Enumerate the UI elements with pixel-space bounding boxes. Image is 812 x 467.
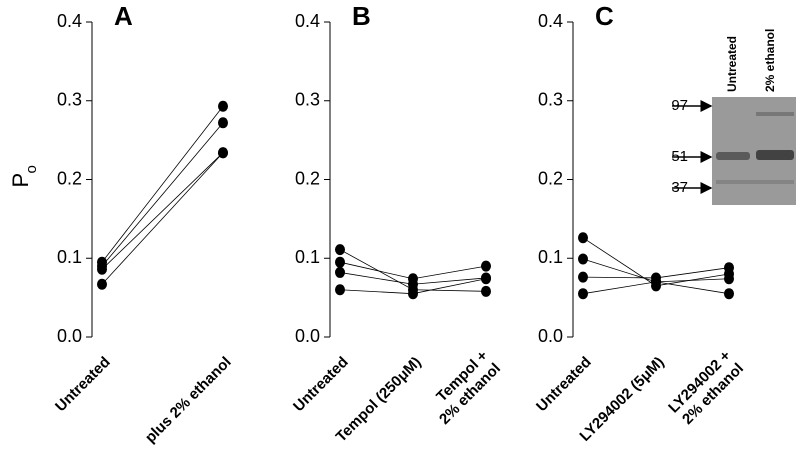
marker-label: 97: [671, 97, 688, 114]
panel-label: A: [114, 1, 133, 31]
series-line: [101, 122, 224, 267]
series-line: [101, 152, 224, 285]
data-point: [651, 276, 661, 288]
data-point: [481, 273, 491, 285]
data-point: [97, 263, 107, 275]
y-tick-label: 0.3: [295, 90, 320, 110]
y-tick-label: 0.4: [295, 11, 320, 31]
data-point: [578, 271, 588, 283]
data-point: [724, 288, 734, 300]
x-tick-label: Untreated: [533, 354, 595, 416]
x-tick-label: Untreated: [290, 354, 352, 416]
data-point: [724, 273, 734, 285]
data-point: [578, 288, 588, 300]
y-tick-label: 0.4: [538, 11, 563, 31]
y-tick-label: 0.2: [57, 168, 82, 188]
data-point: [724, 262, 734, 274]
lane-label: Untreated: [725, 36, 739, 92]
series-line: [101, 106, 224, 263]
data-point: [481, 260, 491, 272]
data-point: [335, 266, 345, 278]
data-point: [97, 278, 107, 290]
data-point: [578, 232, 588, 244]
y-tick-label: 0.1: [295, 247, 320, 267]
data-point: [335, 244, 345, 256]
data-point: [335, 284, 345, 296]
x-tick-label: LY294002 +2% ethanol: [665, 347, 747, 429]
data-point: [218, 117, 228, 129]
x-tick-label: Untreated: [52, 354, 114, 416]
y-label-subscript: o: [23, 165, 40, 173]
y-tick-label: 0.2: [295, 168, 320, 188]
y-tick-label: 0.2: [538, 168, 563, 188]
marker-label: 37: [671, 179, 688, 196]
data-point: [218, 100, 228, 112]
lane-label: 2% ethanol: [763, 29, 777, 92]
y-tick-label: 0.3: [538, 90, 563, 110]
western-blot: [672, 97, 796, 205]
data-point: [481, 285, 491, 297]
data-point: [578, 253, 588, 265]
y-tick-label: 0.1: [57, 247, 82, 267]
data-point: [408, 278, 418, 290]
x-tick-label: Tempol +2% ethanol: [423, 347, 504, 428]
y-tick-label: 0.3: [57, 90, 82, 110]
panel-label: B: [352, 1, 371, 31]
y-axis-label: Po: [8, 165, 40, 187]
data-point: [408, 288, 418, 300]
data-point: [218, 147, 228, 159]
y-label: P: [8, 173, 33, 188]
data-point: [335, 256, 345, 268]
panel-label: C: [595, 1, 614, 31]
series-line: [101, 152, 224, 270]
x-tick-label: plus 2% ethanol: [142, 354, 235, 447]
y-tick-label: 0.0: [295, 326, 320, 346]
y-tick-label: 0.4: [57, 11, 82, 31]
y-tick-label: 0.1: [538, 247, 563, 267]
y-tick-label: 0.0: [538, 326, 563, 346]
marker-label: 51: [671, 148, 688, 165]
y-tick-label: 0.0: [57, 326, 82, 346]
